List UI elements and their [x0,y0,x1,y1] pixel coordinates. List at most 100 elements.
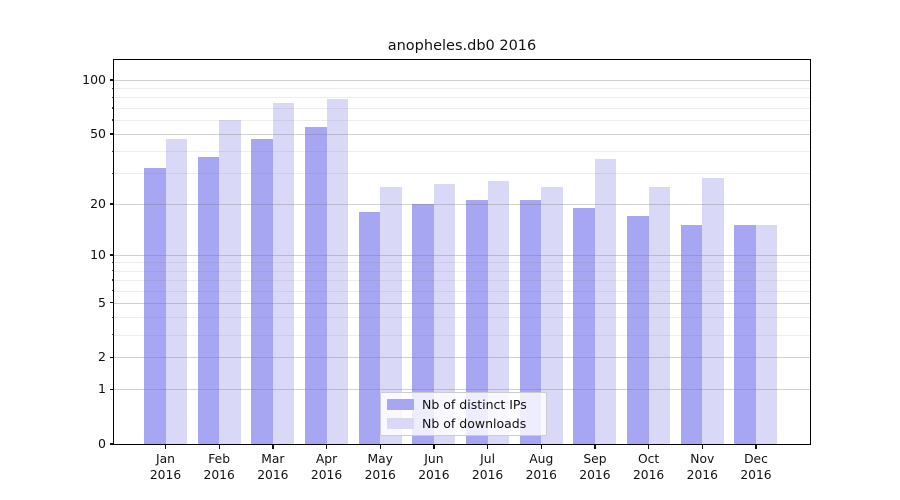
bar-distinct-ips [519,200,542,444]
y-axis-tick-label: 50 [90,125,106,141]
x-axis-tick-label: Jun 2016 [418,452,450,482]
x-axis-tick-mark [218,444,220,449]
bar-downloads [165,138,187,444]
bar-distinct-ips [466,200,488,444]
y-axis-tick-label: 20 [90,195,106,211]
bar-distinct-ips [680,225,703,444]
x-axis-tick-label: Mar 2016 [257,452,289,482]
y-axis-tick-mark [109,203,114,205]
x-axis-tick-mark [164,444,167,449]
x-axis-tick-mark [433,444,435,449]
grid-line-minor [114,334,810,336]
y-axis-minor-tick-mark [111,107,114,109]
x-axis-tick-label: Feb 2016 [203,452,235,482]
grid-line-minor [114,107,810,109]
bar-downloads [594,159,617,444]
legend: Nb of distinct IPs Nb of downloads [380,392,547,436]
grid-line-minor [114,88,810,90]
y-axis-tick-label: 2 [98,349,106,365]
bar-distinct-ips [627,216,649,444]
y-axis-tick-mark [109,79,114,81]
grid-line-major [114,302,810,304]
x-axis-tick-mark [379,444,381,449]
y-axis-minor-tick-mark [111,150,114,152]
y-axis-tick-label: 0 [98,436,106,451]
bar-distinct-ips [412,203,434,444]
grid-line-minor [114,270,810,272]
grid-line-minor [114,119,810,121]
grid-line-minor [114,279,810,281]
y-axis-tick-label: 10 [90,246,106,262]
legend-label-downloads: Nb of downloads [422,416,527,431]
y-axis-tick-label: 100 [82,71,106,87]
bar-downloads [380,187,402,444]
y-axis-tick-mark [109,254,114,256]
bar-downloads [702,178,724,444]
y-axis-minor-tick-mark [111,279,114,281]
x-axis-tick-label: Jul 2016 [471,452,504,482]
x-axis-tick-label: Aug 2016 [525,452,557,482]
x-axis-tick-mark [540,444,542,449]
x-axis-tick-label: May 2016 [364,452,396,482]
grid-line-minor [114,290,810,292]
grid-line-minor [114,173,810,175]
y-axis-minor-tick-mark [111,119,114,121]
grid-line-minor [114,97,810,99]
x-axis-tick-label: Nov 2016 [686,452,718,482]
legend-row-distinct-ips: Nb of distinct IPs [381,397,546,412]
x-axis-tick-label: Jan 2016 [149,452,182,482]
x-axis-tick-label: Oct 2016 [632,452,665,482]
y-axis-tick-label: 1 [98,381,106,397]
x-axis-tick-mark [755,444,757,449]
y-axis-tick-mark [109,356,114,358]
bar-downloads [326,99,349,444]
bar-distinct-ips [251,138,273,444]
x-axis-tick-mark [701,444,703,449]
x-axis-tick-mark [325,444,328,449]
grid-line-minor [114,317,810,319]
plot-area [114,60,810,444]
bar-downloads [541,187,563,444]
grid-line-major [114,133,810,135]
y-axis-minor-tick-mark [111,96,114,99]
bar-downloads [433,184,456,444]
y-axis-minor-tick-mark [111,270,114,272]
x-axis-tick-label: Apr 2016 [310,452,343,482]
y-axis-minor-tick-mark [111,261,114,264]
bar-downloads [487,181,510,444]
bar-downloads [219,119,241,444]
grid-line-major [114,79,810,81]
grid-line-major [114,254,810,256]
grid-line-major [114,389,810,391]
bar-distinct-ips [734,225,756,444]
chart-title: anopheles.db0 2016 [387,38,537,54]
bar-downloads [272,103,295,444]
x-axis-tick-mark [272,444,274,449]
y-axis-tick-mark [109,443,114,445]
legend-label-distinct-ips: Nb of distinct IPs [422,397,527,412]
grid-line-major [114,203,810,205]
bar-distinct-ips [144,168,166,444]
bar-distinct-ips [197,157,220,444]
bar-downloads [755,225,778,444]
y-axis-minor-tick-mark [111,334,114,336]
bar-distinct-ips [358,211,381,444]
y-axis-tick-mark [109,133,114,135]
x-axis-tick-label: Dec 2016 [740,452,772,482]
bar-distinct-ips [573,207,595,444]
y-axis-minor-tick-mark [111,290,114,292]
y-axis-tick-mark [109,302,114,304]
y-axis-minor-tick-mark [111,316,114,318]
grid-line-minor [114,151,810,153]
y-axis-tick-mark [109,388,114,390]
x-axis-tick-mark [647,444,650,449]
x-axis-tick-label: Sep 2016 [579,452,611,482]
y-axis-minor-tick-mark [111,87,114,89]
x-axis-tick-mark [594,444,596,449]
legend-swatch-downloads [387,418,414,429]
grid-line-major [114,357,810,359]
x-axis-tick-mark [486,444,489,449]
legend-swatch-distinct-ips [387,399,414,410]
y-axis-minor-tick-mark [111,172,114,174]
